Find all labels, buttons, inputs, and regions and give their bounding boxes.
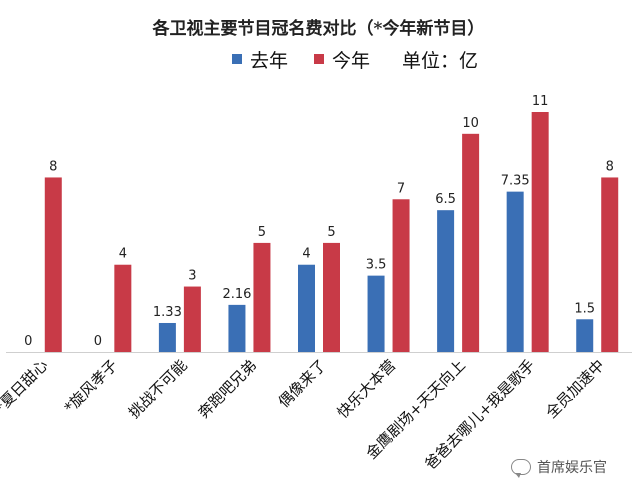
legend-item-this-year: 今年 xyxy=(314,46,370,73)
data-label-this-year: 10 xyxy=(462,116,479,131)
data-label-last-year: 0 xyxy=(24,334,32,349)
data-label-this-year: 8 xyxy=(49,159,57,174)
data-label-this-year: 5 xyxy=(258,225,266,240)
data-label-last-year: 0 xyxy=(94,334,102,349)
x-tick-label: 全员加速中 xyxy=(542,356,608,422)
wechat-bubble-icon xyxy=(511,459,531,478)
bar-this-year xyxy=(114,264,132,352)
legend-swatch-last-year xyxy=(232,54,242,64)
x-tick-label: 奔跑吧兄弟 xyxy=(195,356,261,422)
watermark-text: 首席娱乐官 xyxy=(537,460,607,476)
data-label-last-year: 3.5 xyxy=(366,258,387,273)
x-tick-label: 偶像来了 xyxy=(275,356,330,411)
unit-label: 单位：亿 xyxy=(402,49,479,72)
bar-last-year xyxy=(298,264,315,352)
bar-last-year xyxy=(228,304,246,352)
legend-label-last-year: 去年 xyxy=(250,49,289,72)
bar-last-year xyxy=(437,210,455,352)
data-label-last-year: 6.5 xyxy=(435,192,456,207)
data-label-last-year: 4 xyxy=(302,247,310,262)
bar-this-year xyxy=(392,199,410,352)
bar-this-year xyxy=(44,177,62,352)
x-tick-label: *旋风孝子 xyxy=(61,356,121,416)
bar-this-year xyxy=(601,177,619,352)
bar-last-year xyxy=(367,275,385,352)
watermark: 首席娱乐官 xyxy=(511,457,607,478)
legend-swatch-this-year xyxy=(314,54,325,64)
x-tick-label: 快乐大本营 xyxy=(334,356,400,422)
legend-label-this-year: 今年 xyxy=(332,49,371,72)
bar-last-year xyxy=(158,322,176,352)
bar-this-year xyxy=(183,286,201,352)
x-tick-label: 挑战不可能 xyxy=(125,356,191,422)
data-label-last-year: 2.16 xyxy=(222,287,251,302)
bar-this-year xyxy=(323,242,340,352)
bar-last-year xyxy=(506,191,524,352)
bar-this-year xyxy=(531,112,549,352)
data-label-this-year: 3 xyxy=(188,269,196,284)
bar-this-year xyxy=(253,242,271,352)
data-label-this-year: 5 xyxy=(327,225,335,240)
legend-item-last-year: 去年 xyxy=(232,46,288,73)
data-label-this-year: 8 xyxy=(606,159,614,174)
data-label-last-year: 7.35 xyxy=(501,174,530,189)
data-label-this-year: 4 xyxy=(119,247,127,262)
bar-this-year xyxy=(462,133,480,352)
data-label-last-year: 1.5 xyxy=(574,301,595,316)
chart-legend: 去年 今年 单位：亿 xyxy=(232,44,478,74)
bar-last-year xyxy=(576,319,594,352)
data-label-this-year: 7 xyxy=(397,181,405,196)
data-label-this-year: 11 xyxy=(532,94,549,109)
data-label-last-year: 1.33 xyxy=(153,305,182,320)
x-tick-label: *夏日甜心 xyxy=(0,356,52,416)
chart-title: 各卫视主要节目冠名费对比（*今年新节目） xyxy=(152,19,485,39)
